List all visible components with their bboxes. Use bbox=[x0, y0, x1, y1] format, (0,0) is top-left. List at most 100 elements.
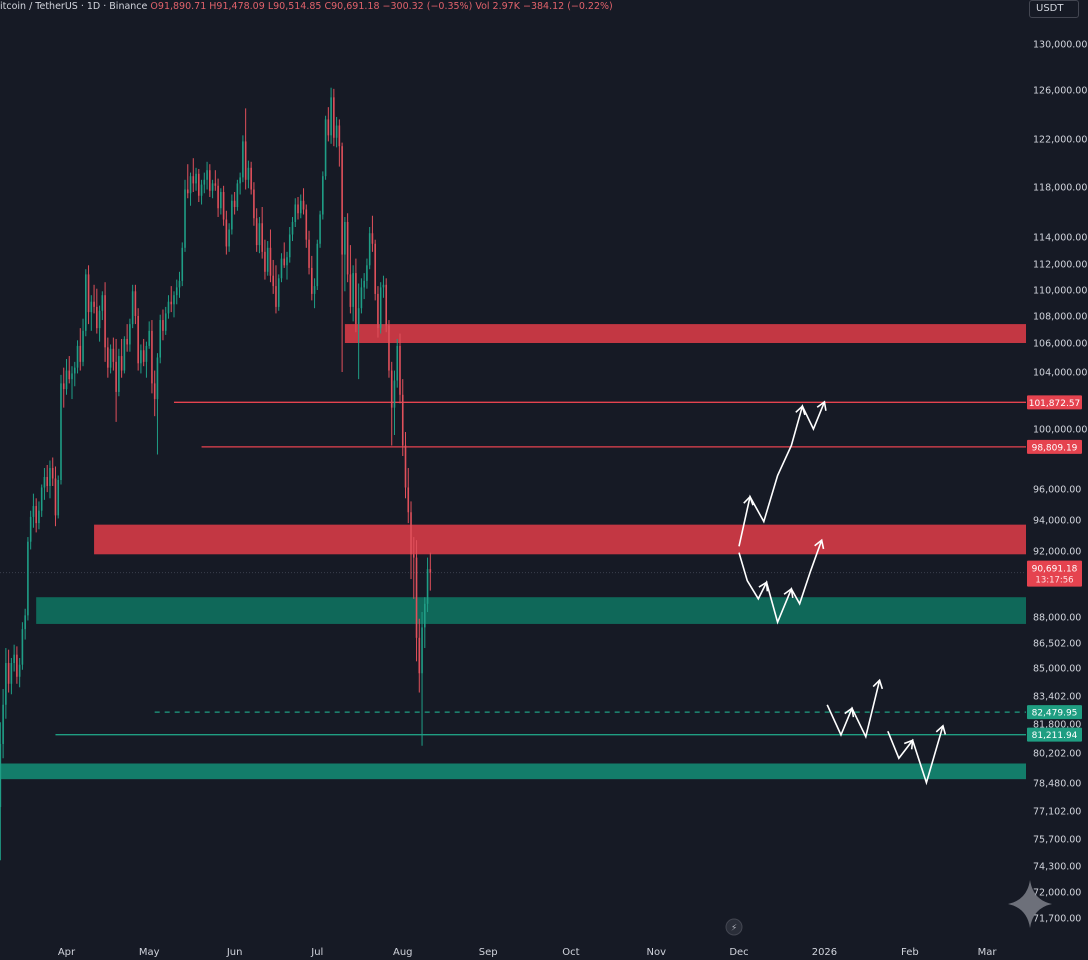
price-tick-label: 88,000.00 bbox=[1033, 613, 1081, 624]
candle-body bbox=[40, 487, 43, 511]
level-price-label: 98,809.19 bbox=[1032, 443, 1078, 453]
candle-body bbox=[112, 348, 115, 362]
candle-body bbox=[371, 233, 374, 244]
candle-body bbox=[310, 267, 313, 294]
candle-body bbox=[244, 141, 247, 180]
zone-box[interactable] bbox=[344, 324, 1026, 343]
candle-body bbox=[181, 247, 184, 281]
candle-body bbox=[308, 239, 310, 268]
candle-body bbox=[393, 380, 396, 408]
candle-body bbox=[231, 200, 233, 230]
candle-body bbox=[286, 257, 288, 266]
candle-body bbox=[134, 291, 137, 316]
price-tick-label: 106,000.00 bbox=[1033, 339, 1087, 350]
zone-box[interactable] bbox=[0, 763, 1026, 780]
candle-body bbox=[27, 541, 29, 616]
price-tick-label: 96,000.00 bbox=[1033, 485, 1081, 496]
time-axis[interactable]: Apr May Jun Jul Aug Sep Oct Nov Dec 2026 Feb Mar bbox=[58, 947, 998, 958]
time-tick-label: Jun bbox=[226, 947, 243, 958]
goto-realtime-icon[interactable]: ⚡ bbox=[725, 918, 743, 936]
price-tick-label: 108,000.00 bbox=[1033, 312, 1087, 323]
candle-body bbox=[368, 233, 371, 266]
projection-path[interactable] bbox=[738, 401, 826, 547]
currency-button[interactable]: USDT bbox=[1029, 0, 1079, 18]
price-tick-label: 85,000.00 bbox=[1033, 664, 1081, 675]
candle-body bbox=[423, 603, 426, 628]
candle-body bbox=[189, 176, 192, 194]
candle-body bbox=[46, 477, 49, 486]
candle-body bbox=[21, 629, 24, 665]
projection-arrowhead bbox=[816, 400, 827, 411]
candle-body bbox=[222, 192, 225, 220]
svg-text:⚡: ⚡ bbox=[731, 924, 737, 934]
candle-body bbox=[410, 512, 412, 555]
candle-body bbox=[140, 350, 142, 364]
candle-body bbox=[266, 247, 269, 272]
time-tick-label: Oct bbox=[562, 947, 579, 958]
candle-body bbox=[115, 361, 117, 392]
candle-body bbox=[93, 301, 95, 307]
candle-body bbox=[107, 347, 109, 368]
candle-body bbox=[43, 477, 46, 488]
symbol-label[interactable]: itcoin / TetherUS · 1D · Binance bbox=[0, 1, 148, 12]
candle-body bbox=[242, 141, 244, 178]
candle-body bbox=[101, 295, 104, 311]
chart-legend[interactable]: itcoin / TetherUS · 1D · Binance O91,890… bbox=[0, 0, 613, 14]
change-value: −300.32 (−0.35%) bbox=[382, 1, 473, 12]
candle-body bbox=[429, 569, 432, 573]
candle-body bbox=[173, 295, 175, 305]
projection-arrowhead bbox=[903, 739, 914, 750]
candle-body bbox=[209, 170, 211, 191]
level-price-label-bg bbox=[1027, 439, 1082, 454]
candle-body bbox=[104, 295, 106, 348]
candle-body bbox=[96, 306, 98, 329]
candle-body bbox=[261, 223, 263, 252]
candle-body bbox=[283, 258, 286, 266]
candle-body bbox=[57, 480, 60, 516]
candle-body bbox=[330, 97, 332, 136]
time-tick-label: Dec bbox=[729, 947, 748, 958]
candle-body bbox=[377, 293, 379, 329]
candle-body bbox=[404, 445, 407, 488]
projection-path[interactable] bbox=[738, 539, 823, 625]
candle-body bbox=[65, 370, 68, 390]
candle-body bbox=[126, 338, 128, 345]
candle-body bbox=[120, 356, 123, 371]
candle-body bbox=[299, 200, 302, 214]
price-tick-label: 100,000.00 bbox=[1033, 425, 1087, 436]
candle-body bbox=[200, 184, 203, 196]
zone-box[interactable] bbox=[94, 524, 1027, 555]
candle-body bbox=[374, 243, 376, 294]
projection-arrowhead bbox=[743, 495, 754, 506]
candle-body bbox=[313, 286, 316, 294]
candle-body bbox=[344, 222, 346, 255]
high-value: H91,478.09 bbox=[209, 1, 265, 12]
price-tick-label: 118,000.00 bbox=[1033, 183, 1087, 194]
candle-body bbox=[363, 280, 365, 288]
candle-body bbox=[211, 183, 214, 191]
zone-box[interactable] bbox=[36, 597, 1027, 624]
volume-value: Vol 2.97K bbox=[475, 1, 520, 12]
candle-body bbox=[84, 274, 87, 331]
price-tick-label: 112,000.00 bbox=[1033, 260, 1087, 271]
candle-body bbox=[131, 291, 134, 325]
price-tick-label: 72,000.00 bbox=[1033, 888, 1081, 899]
candle-body bbox=[239, 177, 241, 184]
candle-body bbox=[192, 176, 195, 184]
price-tick-label: 86,502.00 bbox=[1033, 639, 1081, 650]
candle-body bbox=[355, 273, 357, 325]
candle-body bbox=[98, 310, 101, 329]
candle-body bbox=[357, 308, 360, 325]
candle-body bbox=[275, 286, 277, 307]
price-axis[interactable]: 130,000.00 126,000.00 122,000.00 118,000.00… bbox=[1033, 40, 1087, 925]
candle-body bbox=[253, 189, 255, 219]
candle-body bbox=[151, 330, 153, 384]
candle-body bbox=[167, 301, 170, 314]
candle-body bbox=[76, 345, 79, 368]
candle-body bbox=[418, 637, 421, 674]
candle-body bbox=[16, 654, 18, 677]
candle-body bbox=[68, 370, 71, 380]
price-scale-panel[interactable] bbox=[1026, 0, 1088, 960]
